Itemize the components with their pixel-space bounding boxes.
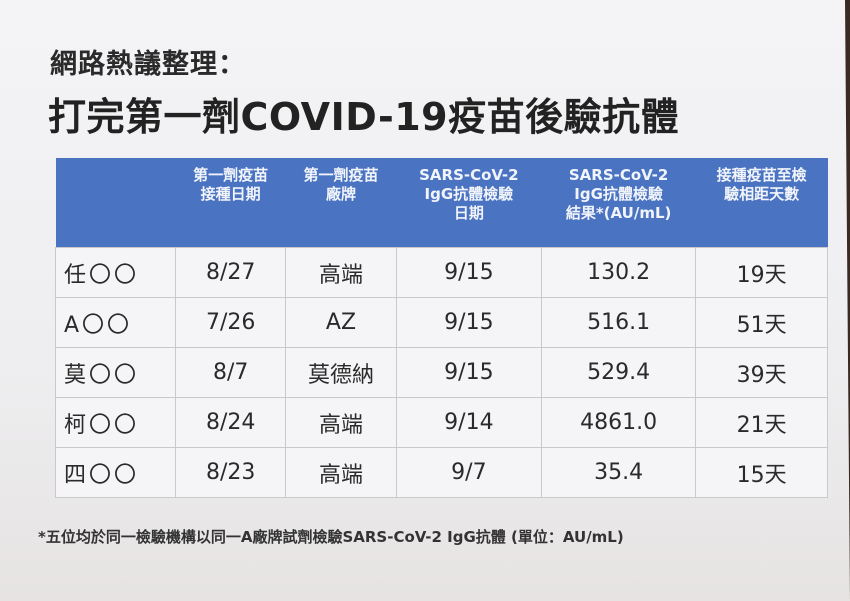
table-row: 任〇〇 8/27 高端 9/15 130.2 19天 [55,247,828,298]
cell-brand: 高端 [285,397,397,448]
cell-test-date: 9/15 [395,297,543,348]
cell-dose-date: 8/27 [174,247,287,298]
cell-days: 19天 [695,247,828,298]
header-brand: 第一劑疫苗 廠牌 [285,158,397,248]
cell-test-date: 9/7 [395,447,543,498]
header-result: SARS-CoV-2 IgG抗體檢驗 結果*(AU/mL) [541,158,696,248]
cell-brand: 高端 [285,247,397,298]
cell-result: 516.1 [541,297,697,348]
cell-name: 莫〇〇 [55,347,176,398]
cell-days: 51天 [695,297,828,348]
cell-name: 柯〇〇 [55,397,176,448]
cell-result: 35.4 [541,447,697,498]
header-dose-date: 第一劑疫苗 接種日期 [175,158,286,248]
table-row: A〇〇 7/26 AZ 9/15 516.1 51天 [55,297,828,348]
cell-days: 15天 [695,447,828,498]
cell-result: 529.4 [541,347,697,398]
cell-dose-date: 8/7 [174,347,287,398]
cell-brand: 莫德納 [285,347,397,398]
title-line-2: 打完第一劑COVID-19疫苗後驗抗體 [48,95,680,139]
cell-result: 4861.0 [541,397,697,448]
cell-brand: 高端 [285,447,397,498]
footnote: *五位均於同一檢驗機構以同一A廠牌試劑檢驗SARS-CoV-2 IgG抗體 (單… [38,528,624,546]
cell-dose-date: 8/23 [174,447,287,498]
cell-days: 39天 [695,347,828,398]
cell-name: A〇〇 [55,297,176,348]
cell-dose-date: 8/24 [174,397,287,448]
cell-test-date: 9/15 [395,347,543,398]
header-days: 接種疫苗至檢 驗相距天數 [695,158,828,248]
cell-dose-date: 7/26 [174,297,287,348]
table-header-row: 第一劑疫苗 接種日期 第一劑疫苗 廠牌 SARS-CoV-2 IgG抗體檢驗 日… [55,158,828,248]
cell-brand: AZ [285,297,397,348]
table-row: 莫〇〇 8/7 莫德納 9/15 529.4 39天 [55,347,828,398]
cell-name: 任〇〇 [55,247,176,298]
table-row: 四〇〇 8/23 高端 9/7 35.4 15天 [55,447,828,498]
cell-test-date: 9/14 [395,397,543,448]
cell-test-date: 9/15 [395,247,543,298]
antibody-table: 第一劑疫苗 接種日期 第一劑疫苗 廠牌 SARS-CoV-2 IgG抗體檢驗 日… [55,158,828,498]
cell-result: 130.2 [541,247,697,298]
title-line-1: 網路熱議整理： [50,49,246,80]
header-test-date: SARS-CoV-2 IgG抗體檢驗 日期 [396,158,542,248]
cell-name: 四〇〇 [55,447,176,498]
cell-days: 21天 [695,397,828,448]
table-row: 柯〇〇 8/24 高端 9/14 4861.0 21天 [55,397,828,448]
header-name [55,158,176,248]
